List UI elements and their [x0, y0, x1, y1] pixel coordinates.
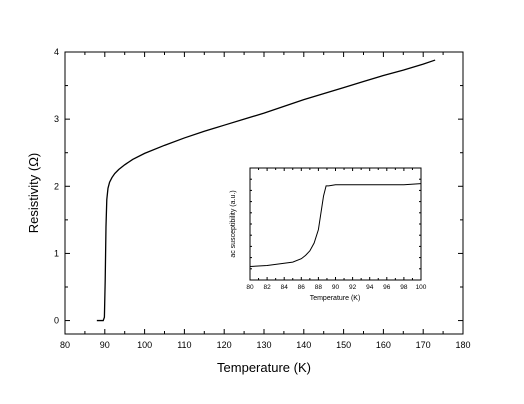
y-tick-label: 2	[54, 181, 59, 191]
x-tick-label: 90	[100, 340, 110, 350]
x-tick-label: 98	[400, 284, 408, 291]
x-tick-label: 92	[349, 284, 357, 291]
x-tick-label: 170	[416, 340, 431, 350]
x-tick-label: 180	[455, 340, 470, 350]
main-tick-labels: 80 90 100 110 120 130 140 150 160 170 180 0 1 2 3 4	[54, 47, 471, 350]
x-tick-label: 130	[256, 340, 271, 350]
x-tick-label: 80	[246, 284, 254, 291]
x-tick-label: 100	[137, 340, 152, 350]
inset-x-axis-label: Temperature (K)	[310, 295, 361, 302]
x-tick-label: 140	[296, 340, 311, 350]
main-ticks	[64, 51, 464, 334]
x-tick-label: 90	[332, 284, 340, 291]
x-tick-label: 150	[336, 340, 351, 350]
y-tick-label: 4	[54, 47, 59, 57]
resistivity-series-line	[96, 59, 436, 322]
inset-tick-labels: 80 82 84 86 88 90 92 94 96 98 100	[246, 284, 426, 291]
x-tick-label: 94	[366, 284, 374, 291]
x-tick-label: 86	[298, 284, 306, 291]
x-tick-label: 110	[177, 340, 191, 350]
x-tick-label: 88	[315, 284, 323, 291]
x-tick-label: 84	[281, 284, 289, 291]
inset-y-axis-label: ac susceptibility (a.u.)	[230, 190, 237, 257]
main-y-axis-label: Resistivity (Ω)	[26, 153, 41, 234]
susceptibility-series-line	[249, 183, 422, 268]
x-tick-label: 96	[383, 284, 391, 291]
main-x-axis-label: Temperature (K)	[217, 360, 311, 375]
x-tick-label: 82	[263, 284, 271, 291]
x-tick-label: 80	[60, 340, 70, 350]
x-tick-label: 100	[416, 284, 427, 291]
inset-plot-frame	[249, 167, 422, 281]
y-tick-label: 0	[54, 316, 59, 326]
x-tick-label: 120	[217, 340, 232, 350]
inset-ticks	[249, 168, 422, 280]
x-tick-label: 160	[376, 340, 391, 350]
y-tick-label: 3	[54, 114, 59, 124]
y-tick-label: 1	[54, 248, 59, 258]
